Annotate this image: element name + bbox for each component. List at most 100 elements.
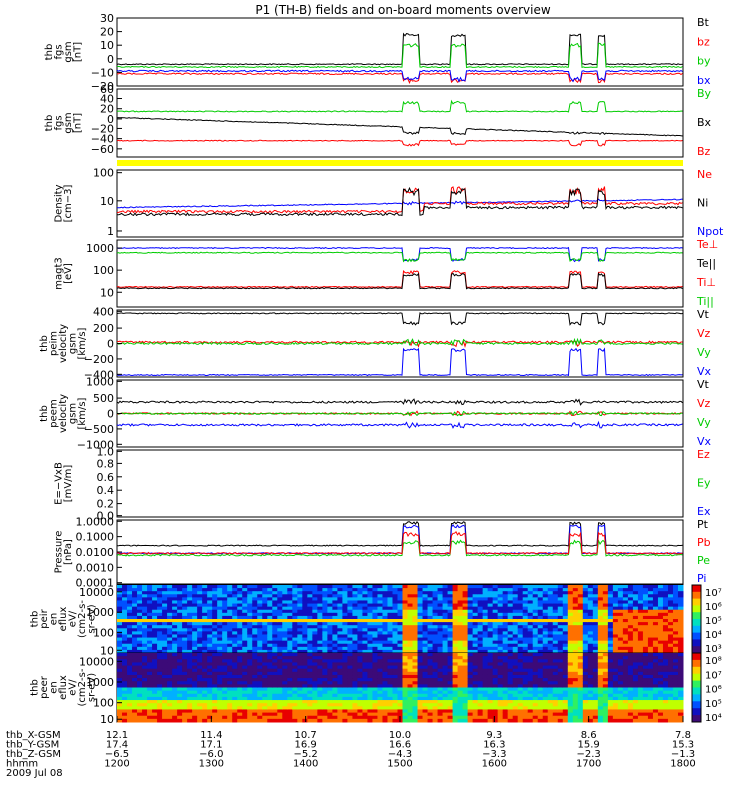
panel-1 [116, 17, 684, 87]
y-axis-label: eflux [58, 607, 69, 632]
y-axis-label: peem [49, 399, 60, 427]
y-tick-label: 1 [107, 225, 114, 238]
legend-bz: bz [697, 35, 710, 48]
y-axis-label: thb [39, 405, 50, 422]
status-bar [117, 160, 683, 166]
colorbar-label: 10⁷ [705, 670, 722, 681]
y-tick-label: −1000 [77, 438, 114, 451]
series-ti-perp [116, 246, 683, 263]
y-tick-label: 10 [100, 644, 114, 657]
colorbar-label: 10⁷ [705, 588, 722, 599]
x-tick-label: 16.6 [389, 740, 411, 751]
y-tick-label: 0 [107, 338, 114, 351]
colorbar-segment [692, 625, 701, 634]
y-tick-label: 10 [100, 286, 114, 299]
colorbar-segment [692, 659, 701, 668]
spectrogram-panel-10 [117, 653, 684, 723]
x-tick-label: 12.1 [106, 730, 128, 741]
y-axis-label: [eV] [63, 263, 74, 284]
y-tick-label: 10 [100, 195, 114, 208]
spectrogram-panel-9 [117, 585, 684, 654]
y-axis-label: [km/s] [77, 397, 88, 429]
legend-ti⊥: Ti⊥ [696, 276, 716, 289]
series-vy [116, 410, 683, 417]
y-axis-label: thb [44, 115, 55, 132]
y-axis-label: sr-eV) [87, 673, 98, 702]
y-tick-label: 100 [93, 697, 114, 710]
legend-bt: Bt [697, 16, 710, 29]
y-tick-label: −40 [91, 133, 114, 146]
y-tick-label: −20 [91, 80, 114, 93]
x-row-label: hhmm [6, 759, 38, 770]
x-tick-label: −1.3 [671, 749, 695, 760]
x-tick-label: 16.3 [483, 740, 505, 751]
colorbar-segment [692, 646, 701, 654]
y-axis-label: sr-eV) [87, 604, 98, 633]
y-tick-label: 30 [100, 12, 114, 25]
legend-vy: Vy [697, 416, 711, 429]
series-vx [116, 420, 683, 429]
colorbar-label: 10⁵ [705, 616, 722, 627]
colorbar-label: 10⁴ [705, 630, 722, 641]
legend-bx: Bx [697, 116, 712, 129]
legend-bx: bx [697, 74, 711, 87]
y-axis-label: (cm2-s- [77, 668, 88, 706]
y-tick-label: −10 [91, 66, 114, 79]
colorbar-segment [692, 687, 701, 695]
x-tick-label: −2.3 [577, 749, 601, 760]
series-npot [116, 198, 683, 209]
colorbar-label: 10⁴ [705, 713, 722, 724]
x-tick-label: −5.2 [294, 749, 318, 760]
panel-frame [116, 17, 684, 87]
x-tick-label: 8.6 [581, 730, 597, 741]
colorbar-segment [692, 701, 701, 709]
colorbar-segment [692, 666, 701, 675]
y-tick-label: 0.8 [97, 457, 115, 470]
legend-te⊥: Te⊥ [696, 238, 718, 251]
colorbar-segment [692, 632, 701, 640]
legend-vt: Vt [697, 378, 710, 391]
y-axis-label: thb [30, 679, 41, 696]
y-axis-label: velocity [58, 394, 69, 433]
legend-ne: Ne [697, 168, 712, 181]
series-by [116, 99, 683, 113]
colorbar-segment [692, 680, 701, 688]
legend-vx: Vx [697, 365, 712, 378]
legend-vy: Vy [697, 346, 711, 359]
colorbar-segment [692, 591, 701, 600]
panel-4 [116, 239, 684, 308]
y-tick-label: 100 [93, 627, 114, 640]
colorbar-segment [692, 715, 701, 723]
y-axis-label: gsm [63, 112, 74, 133]
y-tick-label: 10 [100, 713, 114, 726]
y-axis-label: en [49, 681, 60, 694]
legend-vt: Vt [697, 308, 710, 321]
y-tick-label: 0.0 [97, 510, 115, 523]
y-tick-label: −20 [91, 122, 114, 135]
y-tick-label: 0 [107, 53, 114, 66]
y-tick-label: −400 [84, 368, 114, 381]
y-axis-label: thb [30, 611, 41, 628]
x-tick-label: 1200 [104, 759, 129, 770]
panel-frame [116, 449, 684, 518]
y-tick-label: −60 [91, 143, 114, 156]
date-label: 2009 Jul 08 [6, 768, 63, 779]
y-axis-label: gsm [68, 333, 79, 354]
y-axis-label: en [49, 613, 60, 626]
x-tick-label: 1800 [670, 759, 695, 770]
chart-title: P1 (TH-B) fields and on-board moments ov… [255, 3, 551, 17]
x-tick-label: 1400 [293, 759, 318, 770]
series-bx [116, 117, 683, 137]
legend-vx: Vx [697, 435, 712, 448]
y-axis-label: peir [39, 608, 50, 628]
y-axis-label: fgs [53, 115, 64, 130]
y-tick-label: 0.2 [97, 498, 115, 511]
colorbar-segment [692, 708, 701, 716]
legend-bz: Bz [697, 145, 711, 158]
x-tick-label: 17.1 [200, 740, 222, 751]
y-tick-label: 0.4 [97, 484, 115, 497]
x-tick-label: 1500 [387, 759, 412, 770]
y-tick-label: 60 [100, 83, 114, 96]
